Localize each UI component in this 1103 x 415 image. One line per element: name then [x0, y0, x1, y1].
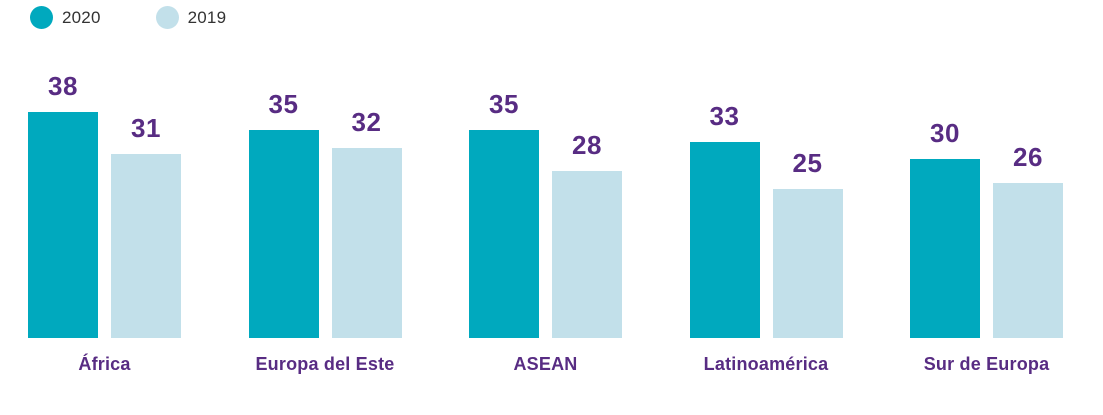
bar-2019 — [772, 189, 843, 338]
bar-2020 — [910, 159, 980, 338]
bar-group: 35 28 ASEAN — [469, 91, 622, 376]
bar-2019 — [331, 148, 402, 338]
legend-swatch-2019-icon — [155, 6, 179, 29]
category-label: ASEAN — [513, 354, 578, 374]
bar-2019 — [993, 183, 1063, 338]
bar-column-2019: 28 — [552, 132, 622, 338]
value-label-2019: 26 — [1013, 142, 1043, 172]
value-label-2019: 31 — [131, 113, 161, 143]
bar-column-2019: 25 — [772, 148, 843, 338]
bar-2019 — [552, 171, 622, 338]
bar-2019 — [111, 154, 181, 338]
value-label-2019: 25 — [792, 148, 823, 178]
bar-pair: 35 32 — [248, 89, 402, 338]
bar-2020 — [28, 112, 98, 338]
chart-groups: 38 31 África 35 32 Europa del Este 35 28 ASEAN 33… — [28, 0, 1063, 376]
bar-column-2020: 35 — [469, 91, 539, 338]
category-label: Latinoamérica — [703, 354, 829, 374]
value-label-2020: 30 — [930, 118, 960, 148]
legend-label-2019: 2019 — [187, 7, 227, 27]
legend-item-2019: 2019 — [155, 6, 227, 29]
category-label: Sur de Europa — [923, 354, 1050, 374]
bar-group: 33 25 Latinoamérica — [689, 101, 843, 376]
value-label-2019: 32 — [351, 107, 382, 137]
bar-2020 — [469, 130, 539, 338]
bar-column-2020: 35 — [248, 89, 319, 338]
bar-pair: 30 26 — [910, 120, 1063, 338]
value-label-2019: 28 — [572, 130, 602, 160]
bar-pair: 35 28 — [469, 91, 622, 338]
bar-column-2020: 30 — [910, 120, 980, 338]
bar-pair: 38 31 — [28, 73, 181, 338]
bar-column-2019: 32 — [331, 107, 402, 338]
bar-group: 30 26 Sur de Europa — [910, 120, 1063, 376]
bar-2020 — [689, 142, 760, 338]
bar-group: 35 32 Europa del Este — [248, 89, 402, 376]
bar-column-2020: 33 — [689, 101, 760, 338]
legend-swatch-2020-icon — [30, 6, 53, 29]
category-label: África — [78, 354, 131, 374]
value-label-2020: 35 — [268, 89, 299, 119]
bar-column-2019: 26 — [993, 144, 1063, 338]
bar-pair: 33 25 — [689, 101, 843, 338]
legend-item-2020: 2020 — [30, 6, 101, 29]
value-label-2020: 35 — [489, 89, 519, 119]
legend-label-2020: 2020 — [62, 7, 101, 27]
bar-group: 38 31 África — [28, 73, 181, 376]
value-label-2020: 33 — [709, 101, 740, 131]
category-label: Europa del Este — [255, 354, 395, 374]
bar-column-2019: 31 — [111, 115, 181, 338]
bar-2020 — [248, 130, 319, 338]
bar-column-2020: 38 — [28, 73, 98, 338]
legend: 2020 2019 — [30, 6, 226, 29]
value-label-2020: 38 — [48, 71, 78, 101]
